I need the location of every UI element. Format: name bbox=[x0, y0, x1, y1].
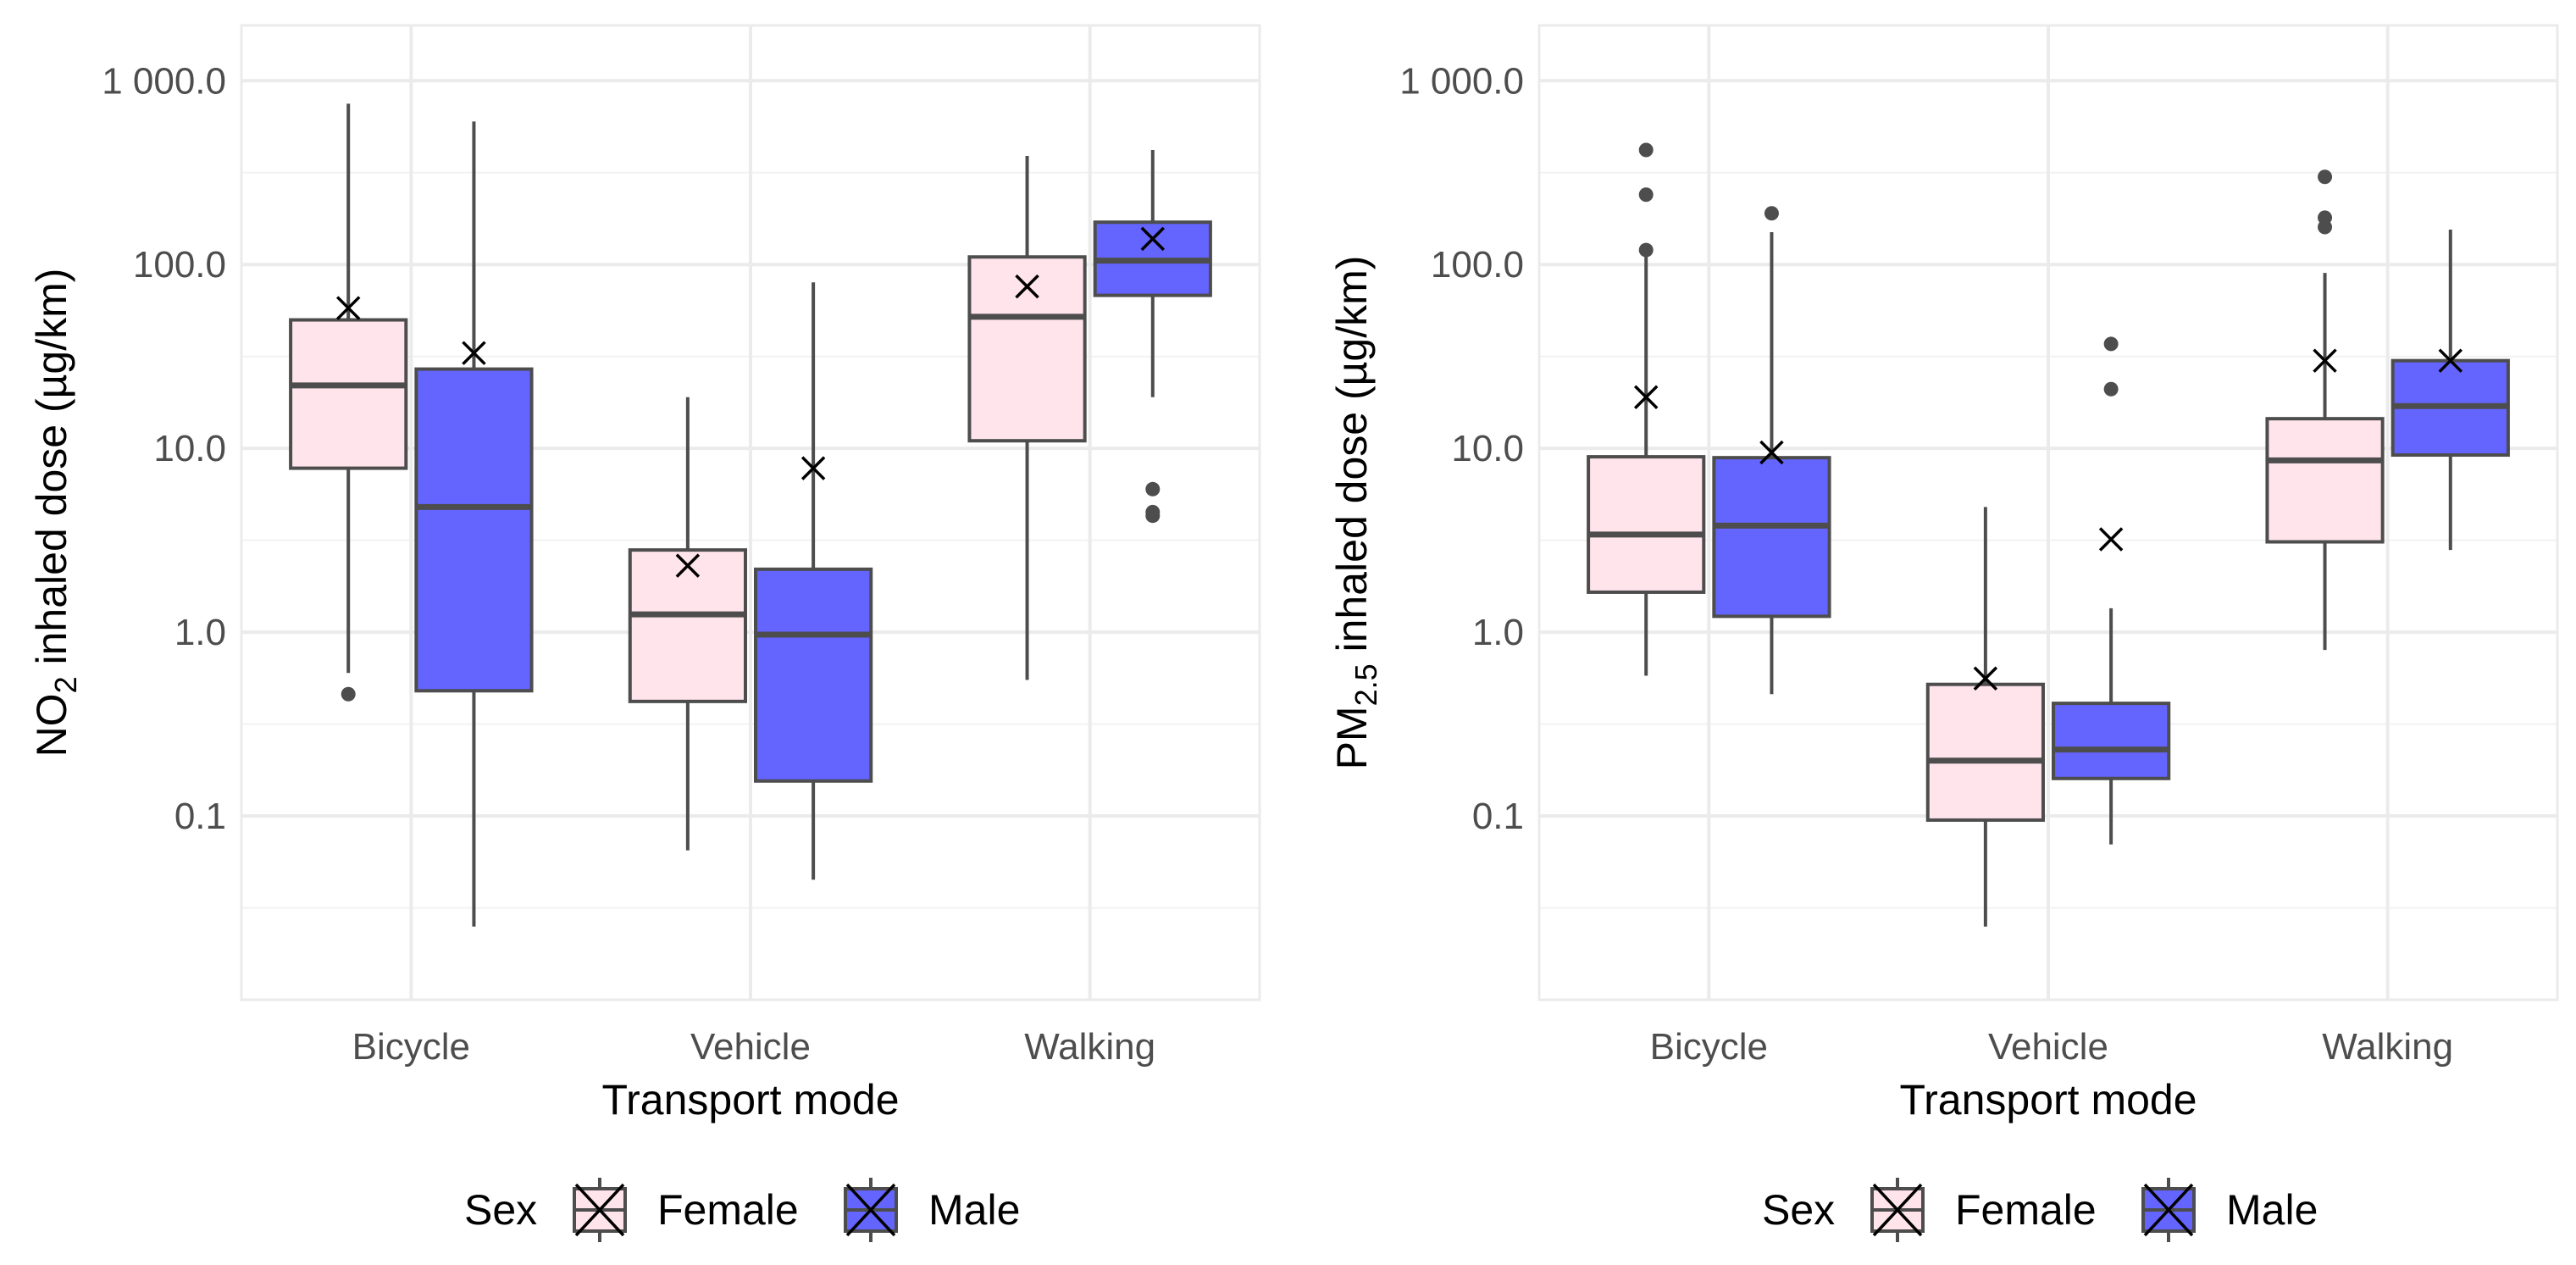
y-axis-title-subscript: 2 bbox=[48, 676, 83, 693]
y-tick-label: 10.0 bbox=[1451, 428, 1524, 469]
mean-marker bbox=[1140, 226, 1166, 252]
y-axis-title-rest: inhaled dose (µg/km) bbox=[1328, 256, 1376, 664]
legend: Sex Female Male bbox=[1762, 1178, 2318, 1242]
mean-marker bbox=[462, 341, 486, 365]
mean-marker bbox=[2438, 348, 2463, 373]
legend-key-mean-marker bbox=[845, 1183, 896, 1237]
x-tick-label: Walking bbox=[2322, 1026, 2453, 1068]
box-female-bicycle bbox=[289, 103, 408, 702]
legend-key-mean-marker bbox=[1872, 1183, 1923, 1237]
box-body bbox=[289, 318, 408, 470]
y-tick-label: 0.1 bbox=[1472, 796, 1524, 837]
y-tick-label: 1.0 bbox=[1472, 612, 1524, 653]
outlier-point bbox=[2103, 381, 2119, 397]
outlier-point bbox=[1145, 508, 1161, 524]
y-tick-label: 10.0 bbox=[153, 428, 226, 469]
box-female-vehicle bbox=[1925, 507, 2045, 927]
outlier-point bbox=[1638, 187, 1654, 203]
panel-border bbox=[240, 24, 1261, 1001]
mean-marker bbox=[1759, 440, 1784, 465]
box-female-walking bbox=[2265, 169, 2385, 651]
legend: Sex Female Male bbox=[464, 1178, 1020, 1242]
y-axis-title: NO2 inhaled dose (µg/km) bbox=[28, 269, 83, 757]
legend-item-female: Female bbox=[573, 1178, 799, 1242]
mean-marker bbox=[335, 296, 361, 320]
x-tick-label: Vehicle bbox=[690, 1026, 811, 1068]
box-body bbox=[1587, 455, 1706, 594]
mean-marker bbox=[1015, 274, 1039, 299]
mean-marker bbox=[2313, 348, 2337, 373]
outlier-point bbox=[1764, 206, 1779, 221]
outlier-point bbox=[2318, 219, 2333, 235]
box-female-vehicle bbox=[628, 397, 747, 851]
box-body bbox=[628, 548, 747, 703]
box-male-bicycle bbox=[414, 121, 534, 927]
panel-border bbox=[1537, 24, 2559, 1001]
y-axis-title: PM2.5 inhaled dose (µg/km) bbox=[1328, 256, 1383, 770]
mean-marker bbox=[1633, 385, 1659, 409]
legend-label: Female bbox=[657, 1186, 799, 1234]
y-tick-label: 1.0 bbox=[175, 612, 226, 653]
mean-marker bbox=[1973, 666, 1998, 691]
legend-label: Female bbox=[1955, 1186, 2097, 1234]
legend-label: Male bbox=[2226, 1186, 2318, 1234]
box-male-walking bbox=[2390, 229, 2510, 551]
x-axis-title: Transport mode bbox=[601, 1076, 899, 1124]
y-tick-label: 1 000.0 bbox=[102, 60, 226, 102]
box-body bbox=[2052, 702, 2171, 780]
box-body bbox=[1712, 456, 1831, 619]
box-female-bicycle bbox=[1587, 142, 1706, 676]
legend-title: Sex bbox=[1762, 1186, 1835, 1234]
chart-panel-1: 0.1 1.0 10.0 100.0 1 000.0 Bicycle Vehicle Walk… bbox=[28, 24, 1261, 1242]
box-male-walking bbox=[1093, 150, 1212, 524]
y-tick-label: 1 000.0 bbox=[1399, 60, 1524, 102]
legend-label: Male bbox=[928, 1186, 1020, 1234]
box-body bbox=[754, 567, 873, 783]
box-male-bicycle bbox=[1712, 206, 1831, 695]
mean-marker bbox=[675, 553, 701, 578]
mean-marker bbox=[2098, 527, 2124, 552]
legend-item-male: Male bbox=[844, 1178, 1020, 1242]
x-tick-label: Vehicle bbox=[1988, 1026, 2108, 1068]
y-axis-title-main: PM bbox=[1328, 706, 1376, 769]
outlier-point bbox=[2103, 336, 2119, 352]
legend-title: Sex bbox=[464, 1186, 537, 1234]
legend-item-male: Male bbox=[2141, 1178, 2318, 1242]
outlier-point bbox=[2318, 169, 2333, 185]
y-tick-label: 0.1 bbox=[175, 796, 226, 837]
mean-marker bbox=[800, 456, 826, 480]
outlier-point bbox=[1145, 481, 1161, 497]
x-tick-label: Walking bbox=[1024, 1026, 1155, 1068]
x-tick-label: Bicycle bbox=[352, 1026, 470, 1068]
box-female-walking bbox=[967, 156, 1087, 680]
y-axis-title-rest: inhaled dose (µg/km) bbox=[28, 269, 75, 677]
box-male-vehicle bbox=[2052, 336, 2171, 845]
legend-key-mean-marker bbox=[574, 1183, 625, 1237]
outlier-point bbox=[1638, 142, 1654, 158]
outlier-point bbox=[1638, 242, 1654, 258]
x-axis-title: Transport mode bbox=[1899, 1076, 2197, 1124]
chart-panel-2: 0.1 1.0 10.0 100.0 1 000.0 Bicycle Vehicle Walk… bbox=[1328, 24, 2559, 1242]
box-body bbox=[2265, 417, 2385, 544]
y-axis-title-main: NO bbox=[28, 693, 75, 757]
x-tick-label: Bicycle bbox=[1650, 1026, 1768, 1068]
y-tick-label: 100.0 bbox=[1431, 244, 1524, 286]
outlier-point bbox=[341, 686, 356, 702]
y-axis-title-subscript: 2.5 bbox=[1349, 663, 1383, 706]
legend-key-mean-marker bbox=[2143, 1183, 2194, 1237]
box-body bbox=[414, 367, 534, 693]
box-body bbox=[1925, 682, 2045, 822]
legend-item-female: Female bbox=[1870, 1178, 2097, 1242]
box-male-vehicle bbox=[754, 282, 873, 880]
y-tick-label: 100.0 bbox=[133, 244, 226, 286]
